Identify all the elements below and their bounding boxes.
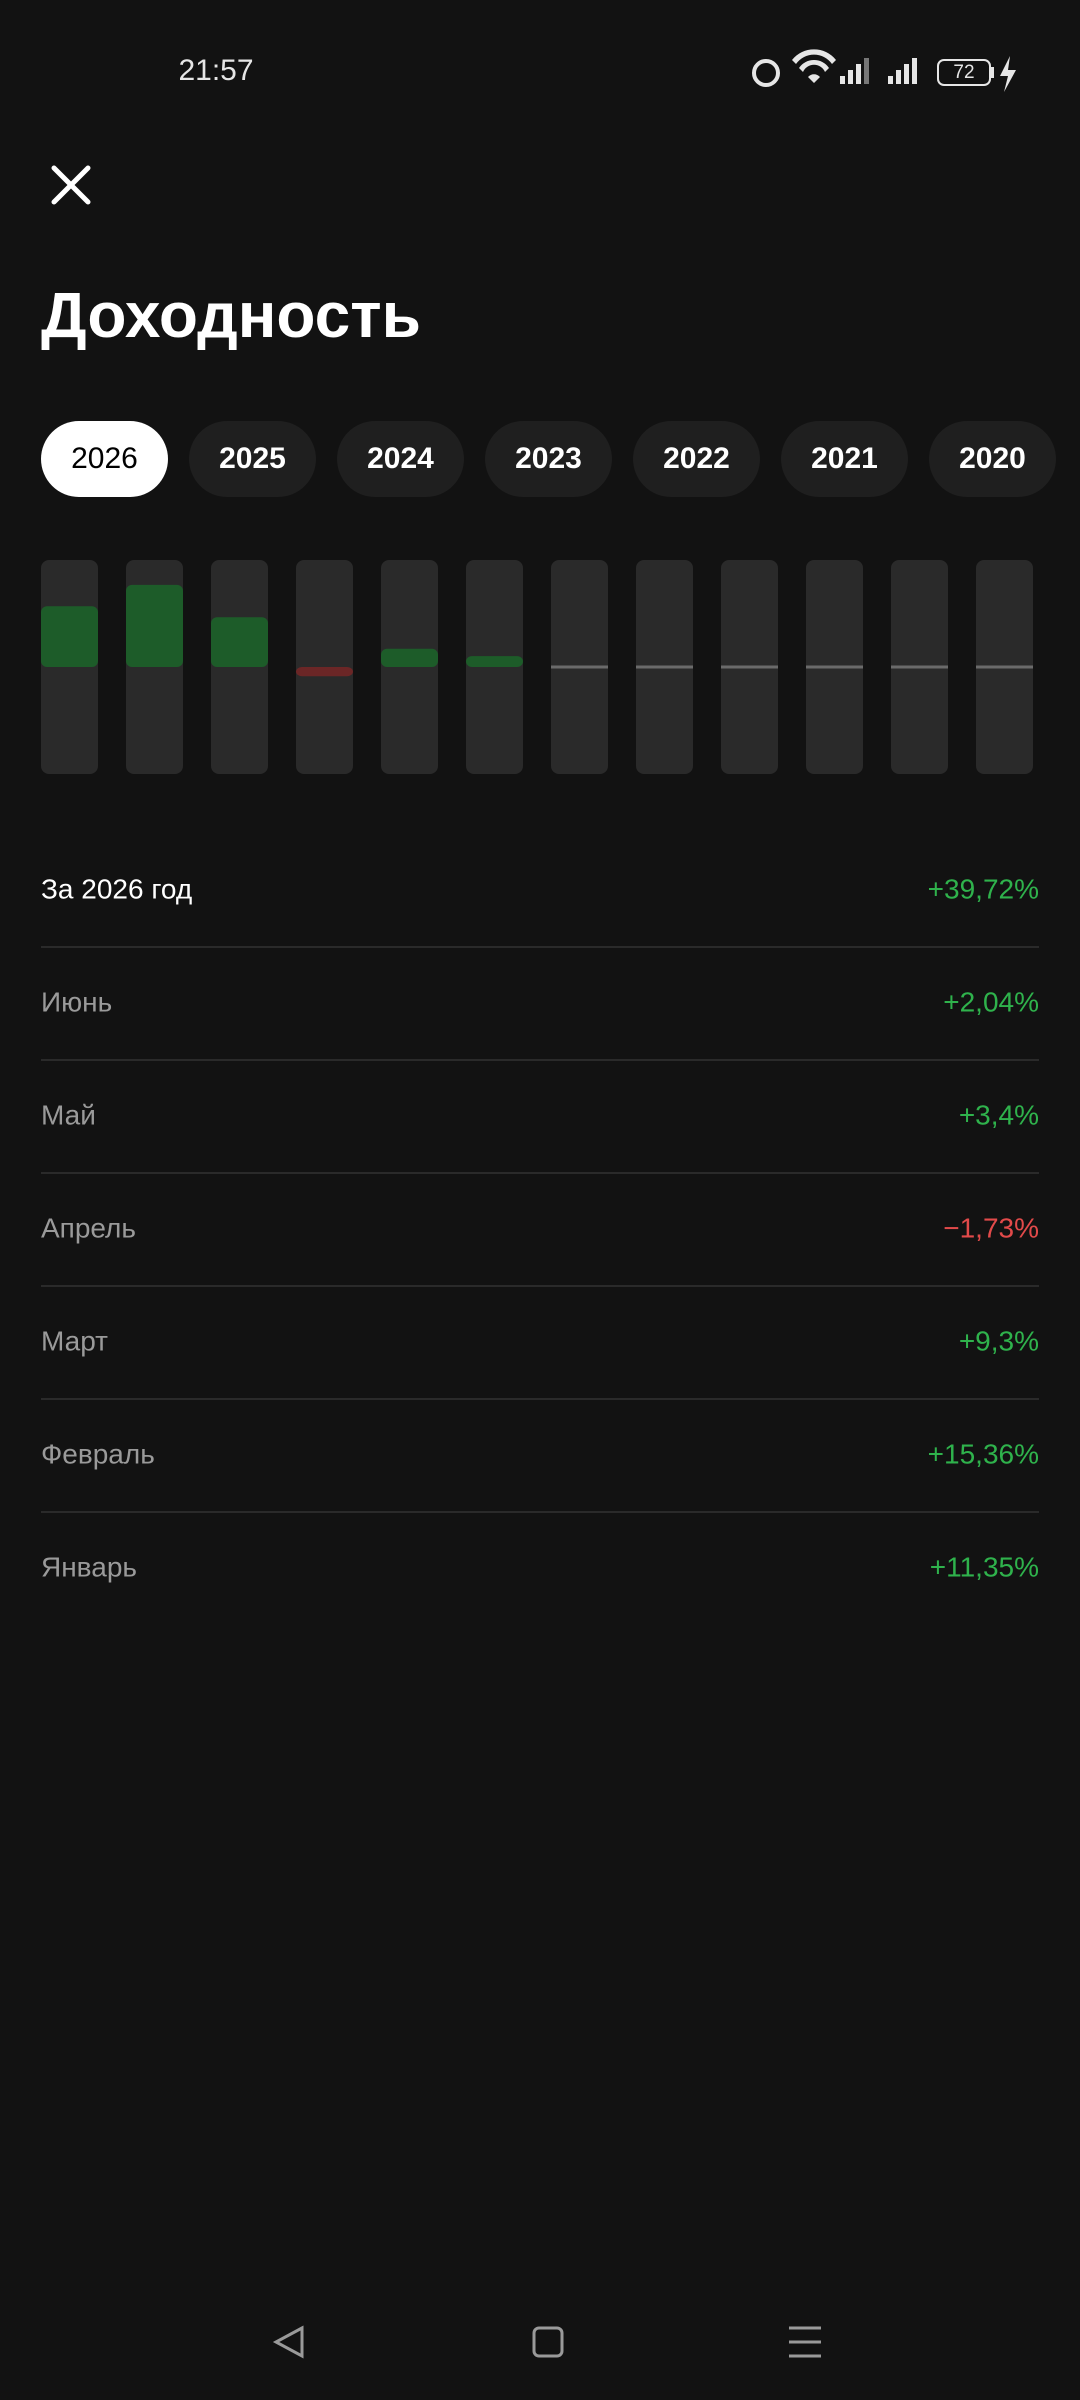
year-tab[interactable]: 2025 xyxy=(189,421,316,497)
tab-pill xyxy=(633,421,760,497)
tab-pill xyxy=(929,421,1056,497)
status-icons xyxy=(752,49,1016,92)
tab-label: 2024 xyxy=(367,442,434,475)
monthly-chart xyxy=(41,560,1033,774)
year-tab[interactable]: 2024 xyxy=(337,421,464,497)
page-title: Доходность xyxy=(41,279,421,351)
year-tab[interactable]: 2020 xyxy=(929,421,1056,497)
tab-label: 2026 xyxy=(71,442,138,475)
year-tab[interactable]: 2026 xyxy=(41,421,168,497)
tab-pill xyxy=(41,421,168,497)
tab-label: 2022 xyxy=(663,442,730,475)
bar xyxy=(126,584,183,667)
year-tab[interactable]: 2023 xyxy=(485,421,612,497)
battery-level: 72 xyxy=(953,62,974,83)
summary-value: +39,72% xyxy=(928,873,1039,904)
bar xyxy=(211,617,268,667)
close-button[interactable] xyxy=(51,165,91,205)
tab-pill xyxy=(189,421,316,497)
tab-label: 2025 xyxy=(219,442,286,475)
month-value: −1,73% xyxy=(943,1212,1039,1243)
month-label: Июнь xyxy=(41,986,112,1017)
tab-pill xyxy=(485,421,612,497)
month-value: +3,4% xyxy=(959,1099,1039,1130)
returns-list: За 2026 год +39,72% Июнь +2,04% Май +3,4% Апре… xyxy=(41,873,1039,1582)
tab-pill xyxy=(781,421,908,497)
month-value: +2,04% xyxy=(943,986,1039,1017)
summary-label: За 2026 год xyxy=(41,873,192,904)
tab-label: 2021 xyxy=(811,442,878,475)
year-tab[interactable]: 2021 xyxy=(781,421,908,497)
status-time: 21:57 xyxy=(178,54,253,87)
bar xyxy=(296,667,353,677)
month-value: +11,35% xyxy=(930,1551,1039,1582)
month-value: +9,3% xyxy=(959,1325,1039,1356)
month-label: Май xyxy=(41,1099,96,1130)
bar xyxy=(41,606,98,667)
bar xyxy=(381,648,438,667)
month-value: +15,36% xyxy=(928,1438,1039,1469)
year-tab[interactable]: 2022 xyxy=(633,421,760,497)
tab-pill xyxy=(337,421,464,497)
month-label: Апрель xyxy=(41,1212,136,1243)
nav-menu[interactable] xyxy=(789,2326,821,2358)
month-label: Март xyxy=(41,1325,108,1356)
nav-bar xyxy=(272,2325,821,2359)
month-label: Январь xyxy=(41,1551,137,1582)
tab-label: 2023 xyxy=(515,442,582,475)
nav-back[interactable] xyxy=(272,2325,304,2359)
tab-label: 2020 xyxy=(959,442,1026,475)
month-label: Февраль xyxy=(41,1438,155,1469)
bar xyxy=(466,656,523,667)
year-tabs: 2026 2025 2024 2023 2022 2021 2020 xyxy=(41,421,1056,497)
nav-home[interactable] xyxy=(532,2326,564,2358)
